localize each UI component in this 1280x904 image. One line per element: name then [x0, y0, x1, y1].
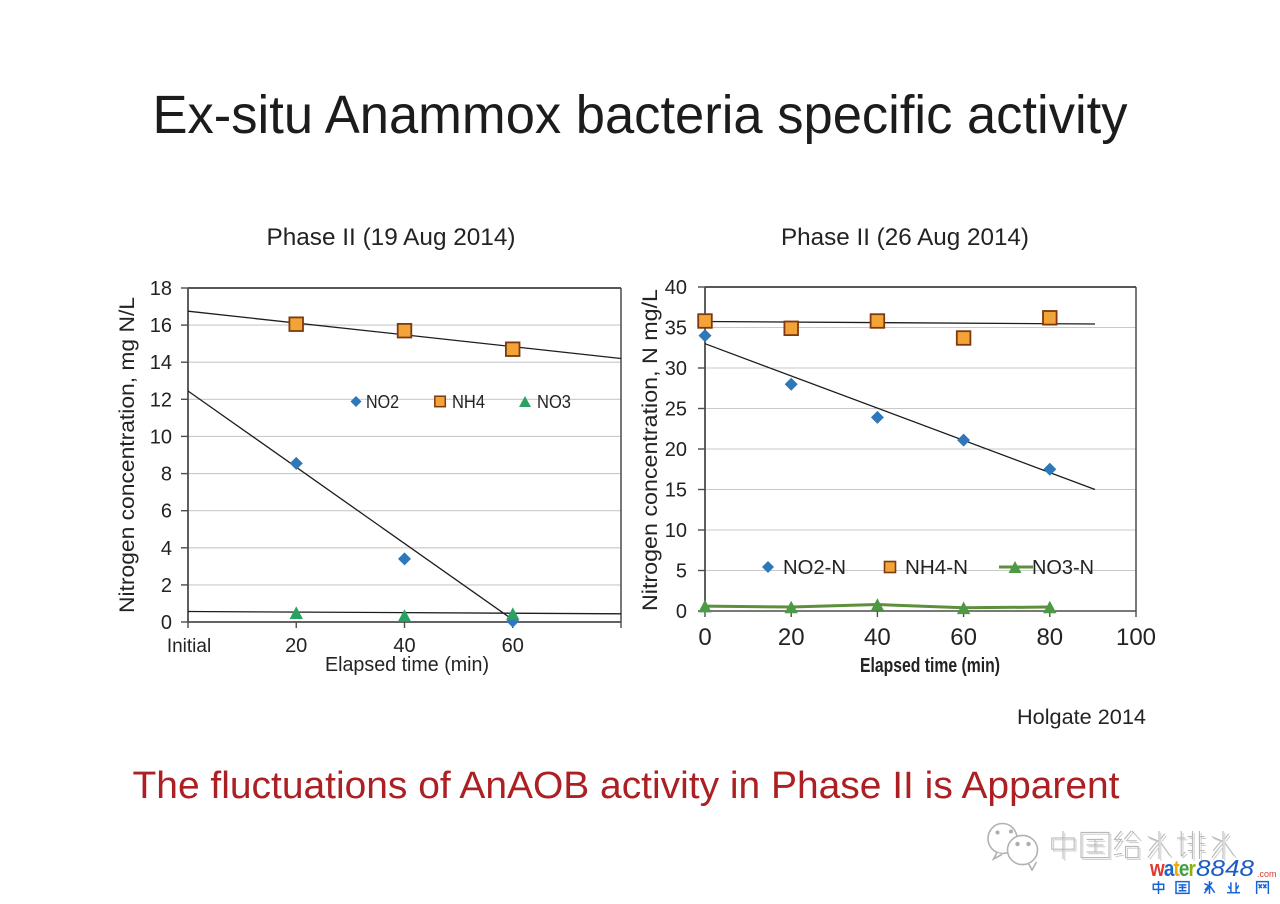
svg-text:.com: .com	[1257, 869, 1277, 879]
svg-text:14: 14	[150, 352, 172, 374]
svg-text:40: 40	[665, 277, 687, 299]
svg-text:30: 30	[665, 358, 687, 380]
svg-text:80: 80	[1036, 624, 1063, 651]
svg-text:15: 15	[665, 480, 687, 502]
svg-text:0: 0	[676, 601, 687, 623]
svg-text:35: 35	[665, 318, 687, 340]
svg-text:10: 10	[665, 520, 687, 542]
svg-text:0: 0	[698, 624, 711, 651]
svg-text:25: 25	[665, 399, 687, 421]
svg-text:Holgate 2014: Holgate 2014	[1017, 705, 1146, 729]
svg-text:The fluctuations of AnAOB acti: The fluctuations of AnAOB activity in Ph…	[133, 765, 1120, 807]
svg-text:NO3-N: NO3-N	[1032, 557, 1094, 579]
svg-text:Nitrogen concentration, mg N/L: Nitrogen concentration, mg N/L	[116, 297, 139, 613]
svg-text:20: 20	[665, 439, 687, 461]
svg-text:12: 12	[150, 389, 172, 411]
svg-text:NO3: NO3	[537, 392, 571, 412]
svg-text:NO2: NO2	[366, 392, 399, 412]
svg-text:60: 60	[950, 624, 977, 651]
svg-text:18: 18	[150, 278, 172, 300]
svg-text:Elapsed time (min): Elapsed time (min)	[860, 655, 1000, 677]
svg-text:Phase II (19 Aug 2014): Phase II (19 Aug 2014)	[267, 224, 516, 251]
svg-text:NH4-N: NH4-N	[905, 557, 968, 579]
svg-text:Initial: Initial	[167, 636, 211, 657]
svg-text:60: 60	[502, 635, 524, 657]
svg-text:0: 0	[161, 612, 172, 634]
svg-text:40: 40	[864, 624, 891, 651]
svg-text:Elapsed time (min): Elapsed time (min)	[325, 654, 489, 676]
svg-text:8848: 8848	[1196, 855, 1254, 881]
svg-text:Nitrogen concentration, N mg/L: Nitrogen concentration, N mg/L	[639, 289, 662, 611]
svg-text:5: 5	[676, 561, 687, 583]
svg-text:10: 10	[150, 426, 172, 448]
svg-text:NO2-N: NO2-N	[783, 557, 846, 579]
svg-text:NH4: NH4	[452, 392, 485, 412]
svg-text:8: 8	[161, 464, 172, 486]
svg-text:Ex-situ Anammox bacteria speci: Ex-situ Anammox bacteria specific activi…	[153, 85, 1128, 145]
svg-text:20: 20	[285, 635, 307, 657]
svg-text:100: 100	[1116, 624, 1156, 651]
svg-text:water: water	[1149, 856, 1196, 881]
svg-text:Phase II (26 Aug 2014): Phase II (26 Aug 2014)	[781, 224, 1029, 251]
svg-text:16: 16	[150, 315, 172, 337]
svg-text:2: 2	[161, 575, 172, 597]
svg-text:40: 40	[393, 635, 415, 657]
svg-text:4: 4	[161, 538, 172, 560]
svg-text:20: 20	[778, 624, 805, 651]
svg-text:6: 6	[161, 501, 172, 523]
